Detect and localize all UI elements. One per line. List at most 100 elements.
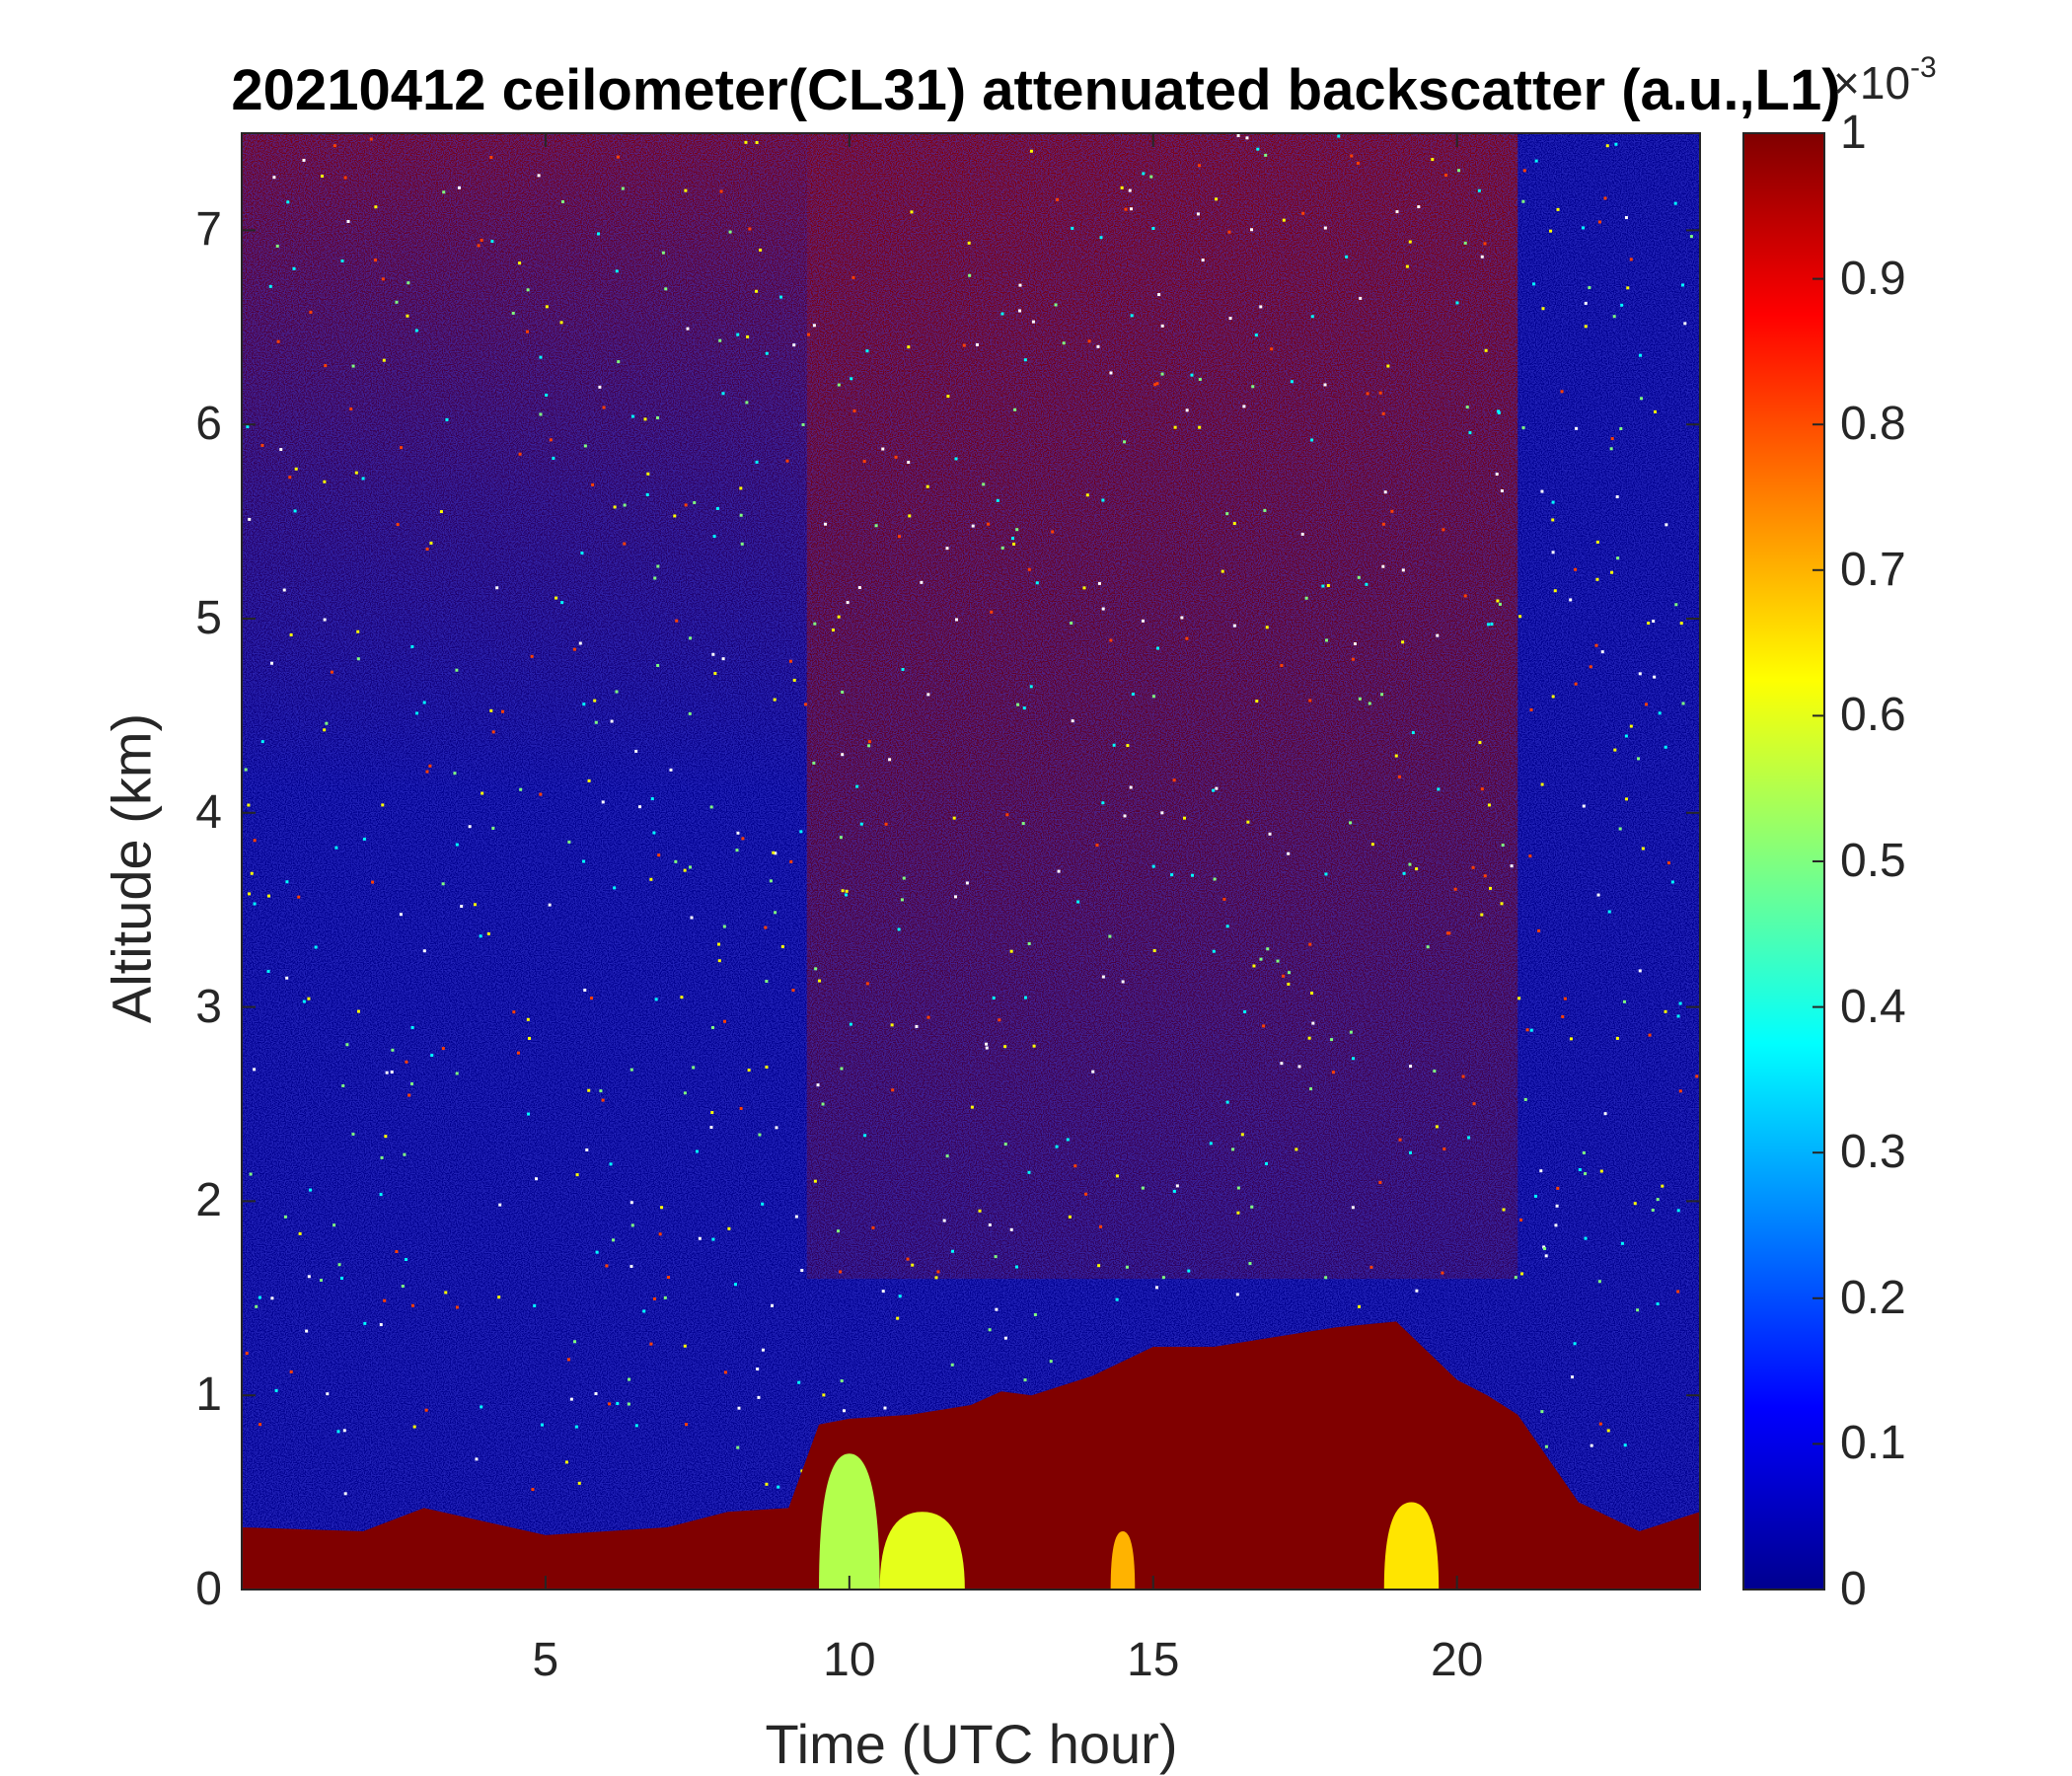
- noise-dot: [739, 486, 743, 490]
- noise-dot: [1638, 672, 1642, 676]
- noise-dot: [1497, 409, 1501, 413]
- noise-dot: [1245, 136, 1249, 140]
- noise-dot: [1556, 1186, 1560, 1190]
- noise-dot: [250, 871, 254, 875]
- noise-dot: [1222, 897, 1226, 901]
- noise-dot: [634, 1424, 638, 1428]
- noise-dot: [1436, 633, 1440, 637]
- noise-dot: [1465, 406, 1469, 409]
- noise-dot: [534, 1177, 538, 1181]
- noise-dot: [955, 618, 959, 622]
- noise-dot: [1215, 197, 1219, 201]
- noise-dot: [900, 898, 904, 902]
- noise-dot: [642, 1309, 646, 1313]
- noise-dot: [1582, 1150, 1586, 1154]
- noise-dot: [746, 334, 750, 338]
- noise-dot: [1131, 692, 1135, 696]
- noise-dot: [269, 661, 273, 665]
- noise-dot: [936, 1270, 940, 1274]
- noise-dot: [1521, 426, 1525, 430]
- noise-dot: [1252, 964, 1256, 968]
- noise-dot: [683, 1091, 687, 1095]
- noise-dot: [1529, 1028, 1533, 1032]
- noise-dot: [255, 1304, 259, 1308]
- noise-dot: [844, 893, 848, 897]
- noise-dot: [1262, 1024, 1266, 1028]
- noise-dot: [881, 1290, 885, 1294]
- noise-dot: [692, 1066, 696, 1070]
- noise-dot: [428, 764, 432, 768]
- noise-dot: [1664, 1009, 1667, 1013]
- noise-dot: [1480, 787, 1484, 791]
- noise-dot: [457, 185, 461, 189]
- noise-dot: [761, 1348, 765, 1352]
- noise-dot: [990, 610, 994, 614]
- noise-dot: [422, 701, 426, 704]
- noise-dot: [1012, 542, 1016, 546]
- noise-dot: [1534, 159, 1538, 163]
- noise-dot: [333, 1223, 336, 1227]
- noise-dot: [1242, 405, 1246, 408]
- noise-dot: [1155, 1286, 1159, 1290]
- noise-dot: [1600, 650, 1604, 654]
- noise-dot: [298, 1231, 302, 1235]
- noise-dot: [911, 1263, 915, 1267]
- noise-dot: [630, 414, 634, 418]
- noise-dot: [1613, 748, 1617, 752]
- noise-dot: [333, 144, 336, 148]
- noise-dot: [1232, 624, 1236, 628]
- noise-dot: [902, 876, 906, 880]
- noise-dot: [1582, 226, 1586, 230]
- noise-dot: [1345, 255, 1349, 259]
- noise-dot: [583, 989, 587, 993]
- noise-dot: [361, 477, 365, 481]
- noise-dot: [594, 720, 598, 724]
- noise-dot: [891, 1088, 895, 1092]
- noise-dot: [988, 1328, 992, 1332]
- noise-dot: [1575, 426, 1579, 430]
- noise-dot: [1221, 569, 1224, 573]
- noise-dot: [1519, 1218, 1523, 1221]
- noise-dot: [1073, 1164, 1077, 1168]
- noise-dot: [630, 1223, 634, 1227]
- colorbar-tick-label: 0.1: [1840, 1417, 1906, 1470]
- noise-dot: [516, 1051, 520, 1055]
- noise-dot: [403, 1152, 407, 1156]
- noise-dot: [812, 324, 816, 328]
- noise-dot: [865, 349, 869, 353]
- noise-dot: [719, 189, 723, 193]
- noise-dot: [384, 1135, 388, 1139]
- noise-dot: [1563, 997, 1567, 1000]
- noise-dot: [684, 188, 688, 192]
- noise-dot: [1227, 230, 1231, 234]
- noise-dot: [1553, 589, 1557, 593]
- noise-dot: [1487, 623, 1491, 627]
- noise-dot: [1537, 928, 1541, 932]
- colorbar-tick-label: 0.7: [1840, 543, 1906, 596]
- noise-dot: [881, 447, 885, 451]
- y-tick-label: 0: [195, 1563, 222, 1615]
- noise-dot: [1082, 586, 1086, 590]
- noise-dot: [723, 1019, 727, 1023]
- noise-dot: [1358, 697, 1362, 701]
- noise-dot: [1123, 440, 1127, 444]
- noise-dot: [1619, 426, 1623, 430]
- noise-dot: [765, 1482, 769, 1486]
- noise-dot: [1673, 201, 1677, 205]
- noise-dot: [512, 1010, 516, 1014]
- noise-dot: [405, 1060, 408, 1064]
- noise-dot: [1624, 216, 1628, 220]
- noise-dot: [859, 822, 863, 826]
- noise-dot: [816, 1083, 820, 1087]
- noise-dot: [1453, 887, 1457, 891]
- noise-dot: [1287, 851, 1291, 855]
- noise-dot: [289, 1369, 293, 1373]
- noise-dot: [1561, 1014, 1565, 1018]
- noise-dot: [349, 407, 353, 410]
- noise-dot: [897, 535, 901, 539]
- noise-dot: [1488, 886, 1492, 890]
- y-tick-label: 1: [195, 1369, 222, 1422]
- noise-dot: [841, 753, 845, 757]
- noise-dot: [342, 1429, 346, 1433]
- noise-dot: [736, 333, 740, 336]
